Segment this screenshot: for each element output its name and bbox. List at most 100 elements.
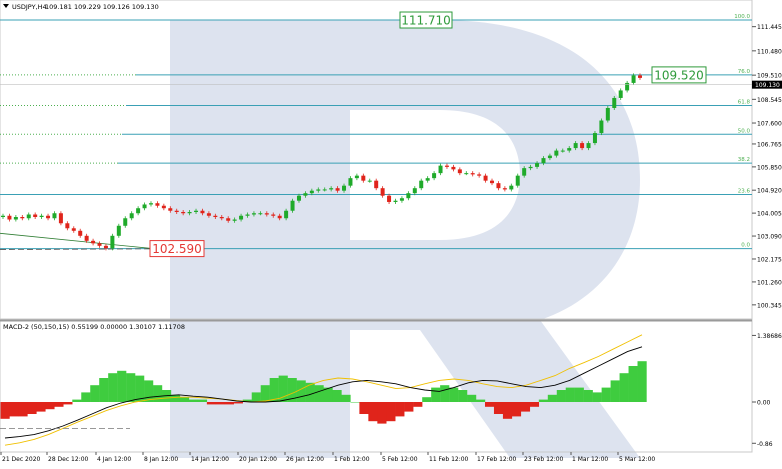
macd-histogram-bar (458, 390, 468, 402)
macd-histogram-bar (224, 402, 234, 405)
macd-histogram-bar (233, 402, 243, 404)
date-tick-label: 17 Feb 12:00 (477, 456, 517, 463)
level-annotation-box (651, 66, 707, 84)
candle-body (483, 175, 488, 181)
candle-body (490, 180, 495, 184)
candle-body (432, 173, 437, 179)
date-tick-label: 5 Feb 12:00 (382, 456, 418, 463)
candle-body (477, 174, 482, 176)
macd-histogram-bar (368, 402, 378, 422)
candle-body (412, 188, 417, 194)
candle-body (181, 211, 186, 214)
candle-body (296, 195, 301, 201)
dashed-support-line (0, 248, 151, 250)
macd-histogram-bar (628, 366, 638, 402)
candle-body (20, 217, 25, 219)
date-tick-label: 26 Jan 12:00 (286, 456, 324, 463)
candle-body (200, 210, 205, 214)
candle-body (13, 217, 18, 220)
macd-histogram-bar (197, 399, 208, 402)
candle-body (264, 213, 269, 215)
candle-body (560, 150, 565, 152)
candle-body (618, 90, 623, 98)
macd-histogram-bar (9, 402, 19, 417)
macd-histogram-bar (179, 397, 190, 402)
candle-body (290, 200, 295, 211)
macd-histogram-bar (341, 394, 351, 402)
candle-body (464, 173, 469, 175)
macd-histogram-bar (72, 399, 82, 402)
current-price-box (752, 80, 782, 89)
candle-body (316, 189, 321, 191)
macd-histogram-bar (63, 402, 73, 405)
candle-body (567, 148, 572, 151)
candlesticks (0, 73, 642, 251)
candle-body (380, 188, 385, 196)
candle-body (7, 215, 12, 220)
price-axis: 111.445 110.480 109.510 108.545 107.600 106.7… (0, 24, 782, 309)
date-tick-label: 23 Feb 12:00 (524, 456, 564, 463)
candle-body (219, 217, 224, 219)
fib-level-label: 61.8 (738, 99, 751, 105)
macd-histogram-bar (144, 380, 154, 402)
candle-body (387, 195, 392, 202)
candle-body (457, 169, 462, 174)
macd-histogram-bar (476, 399, 486, 402)
candle-body (239, 215, 244, 220)
macd-histogram-bar (81, 392, 91, 402)
price-tick-label: 100.345 (757, 302, 782, 309)
macd-header-label: MACD-2 (50,150,15) 0.55199 0.00000 1.301… (3, 323, 185, 331)
macd-histogram-bar (251, 392, 261, 402)
candle-body (142, 204, 147, 209)
macd-histogram-bar (188, 399, 199, 402)
candle-body (528, 166, 533, 169)
level-annotation-label: 102.590 (152, 242, 202, 256)
macd-histogram-bar (574, 387, 584, 402)
macd-tick-label: -0.86 (757, 441, 773, 448)
macd-histogram-bar (332, 390, 342, 402)
candle-body (451, 166, 456, 170)
candle-body (329, 188, 334, 190)
candle-body (444, 165, 449, 167)
candle-body (71, 228, 76, 231)
candle-body (374, 180, 379, 189)
fib-level-label: 76.0 (738, 69, 751, 75)
candle-body (58, 213, 63, 224)
macd-histogram-bar (45, 402, 55, 410)
macd-tick-label: 0.00 (757, 400, 771, 407)
macd-signal-line (4, 334, 643, 446)
candle-body (496, 183, 501, 189)
macd-histogram-bar (386, 402, 396, 422)
macd-histogram-bar (493, 402, 504, 414)
macd-main-line (4, 346, 643, 439)
candle-body (354, 175, 359, 179)
date-tick-label: 21 Dec 2020 (2, 456, 41, 463)
candle-body (361, 175, 366, 181)
price-tick-label: 110.480 (757, 48, 782, 55)
level-annotation-box (149, 240, 205, 258)
macd-histogram-bar (484, 402, 495, 407)
candle-body (213, 215, 218, 218)
trend-line (0, 232, 151, 249)
macd-histogram-bar (350, 402, 360, 403)
price-tick-label: 108.545 (757, 97, 782, 104)
fib-level-label: 50.0 (738, 128, 751, 134)
candle-body (194, 210, 199, 212)
candle-body (547, 155, 552, 159)
macd-histogram-bar (126, 373, 136, 402)
dropdown-triangle-icon[interactable] (3, 4, 9, 8)
macd-histogram-bar (135, 375, 145, 402)
macd-histogram-bar (529, 402, 540, 407)
macd-histogram-bar (0, 402, 10, 419)
candle-body (522, 168, 527, 176)
fib-level-label: 100.0 (734, 14, 750, 20)
date-tick-label: 1 Feb 12:00 (334, 456, 370, 463)
price-tick-label: 106.765 (757, 141, 782, 148)
candle-body (65, 223, 70, 229)
candle-body (39, 215, 44, 218)
candle-body (33, 214, 38, 218)
macd-histogram-bar (431, 387, 441, 402)
candle-body (554, 150, 559, 156)
macd-tick-label: 1.38686 (757, 333, 782, 340)
